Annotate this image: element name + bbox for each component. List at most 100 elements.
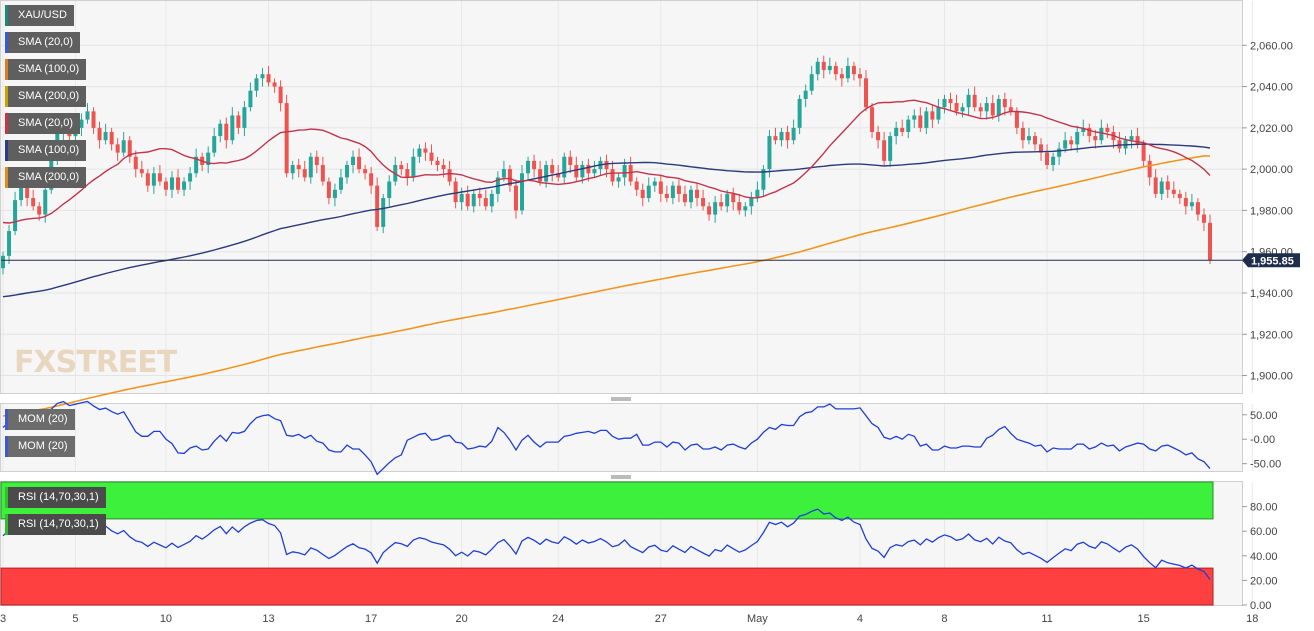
candle-down: [1069, 140, 1074, 145]
candle-down: [1183, 198, 1188, 207]
legend-item[interactable]: MOM (20): [5, 409, 75, 430]
legend-item[interactable]: RSI (14,70,30,1): [5, 514, 106, 535]
candle-down: [586, 165, 591, 174]
candle-down: [1135, 136, 1140, 145]
legend-item[interactable]: SMA (100,0): [5, 140, 87, 161]
candle-down: [37, 206, 42, 215]
candle-down: [302, 169, 307, 178]
legend-item[interactable]: MOM (20): [5, 436, 75, 457]
candle-up: [906, 119, 911, 132]
candle-up: [103, 131, 108, 141]
candle-up: [761, 169, 766, 190]
candle-down: [604, 160, 609, 170]
last-price-box: [1242, 253, 1300, 268]
candle-down: [157, 173, 162, 182]
candle-down: [1117, 140, 1122, 149]
momentum-line: [2, 400, 1211, 476]
legend-item[interactable]: SMA (200,0): [5, 86, 87, 107]
y-axis-labels: 2,060.00 2,040.00 2,020.00 2,000.00 1,980.00…: [1242, 40, 1293, 612]
candle-up: [218, 123, 223, 137]
candle-up: [791, 127, 796, 141]
candlestick-series: [1, 55, 1212, 275]
x-tick-label: 8: [941, 613, 947, 625]
candle-down: [990, 103, 995, 116]
candle-up: [254, 78, 259, 91]
candle-up: [520, 173, 525, 211]
rsi-overbought-zone: [0, 481, 1214, 520]
last-price-label: 1,955.85: [1251, 255, 1294, 267]
legend-item[interactable]: SMA (20,0): [5, 113, 81, 134]
x-tick-label: 5: [72, 613, 78, 625]
candle-up: [417, 148, 422, 157]
candle-down: [954, 103, 959, 112]
x-tick-label: 20: [456, 613, 468, 625]
candle-up: [966, 94, 971, 108]
candle-down: [127, 140, 132, 157]
legend-item[interactable]: SMA (100,0): [5, 59, 87, 80]
candle-down: [851, 65, 856, 75]
candle-down: [640, 189, 645, 199]
legend-item[interactable]: XAU/USD: [5, 5, 74, 26]
candle-up: [526, 160, 531, 174]
candle-up: [984, 103, 989, 112]
candle-up: [85, 111, 90, 120]
candle-up: [809, 74, 814, 91]
candle-up: [924, 111, 929, 128]
candle-down: [1008, 107, 1013, 112]
candle-up: [767, 136, 772, 170]
candle-up: [888, 136, 893, 161]
candle-up: [936, 107, 941, 120]
candle-down: [701, 198, 706, 207]
candle-down: [1020, 127, 1025, 141]
candle-up: [1129, 136, 1134, 141]
candle-down: [1093, 136, 1098, 141]
candle-up: [121, 140, 126, 153]
x-tick-label: 11: [1041, 613, 1052, 625]
candle-down: [363, 169, 368, 174]
rsi-tick-label: 40.00: [1250, 551, 1278, 563]
candle-down: [948, 98, 953, 104]
candle-up: [242, 107, 247, 128]
candle-up: [797, 98, 802, 128]
candle-up: [459, 193, 464, 203]
candle-down: [785, 131, 790, 141]
candle-down: [1147, 160, 1152, 178]
price-tick-label: 1,900.00: [1250, 371, 1293, 383]
legend-item[interactable]: SMA (20,0): [5, 32, 81, 53]
momentum-tick-label: -50.00: [1250, 459, 1281, 471]
sma-200-line: [2, 155, 1211, 417]
x-tick-label: 15: [1137, 613, 1149, 625]
candle-down: [568, 156, 573, 166]
indicator-lines: [2, 400, 1211, 580]
candle-up: [43, 189, 48, 215]
candle-up: [206, 152, 211, 166]
candle-up: [332, 189, 337, 199]
candle-up: [743, 206, 748, 211]
candle-down: [284, 103, 289, 174]
candle-up: [1189, 202, 1194, 207]
candle-up: [290, 165, 295, 174]
candle-down: [25, 185, 30, 199]
price-tick-label: 1,940.00: [1250, 288, 1293, 300]
candle-up: [381, 198, 386, 227]
panel-resize-handle[interactable]: [611, 397, 631, 401]
candle-down: [870, 107, 875, 132]
rsi-tick-label: 80.00: [1250, 502, 1278, 514]
candle-up: [544, 165, 549, 182]
candle-up: [351, 156, 356, 166]
legend-item[interactable]: SMA (200,0): [5, 167, 87, 188]
candle-down: [296, 165, 301, 170]
candle-up: [230, 115, 235, 141]
candle-up: [622, 165, 627, 178]
x-axis-labels: 3 5 10 13 17 20 24 27 May 4 8 11 15 18: [0, 613, 1258, 625]
candle-up: [562, 156, 567, 178]
candle-down: [326, 181, 331, 199]
panel-resize-handle[interactable]: [611, 475, 631, 479]
candle-down: [435, 160, 440, 166]
rsi-bands: [0, 481, 1214, 606]
legend-item[interactable]: RSI (14,70,30,1): [5, 487, 106, 508]
price-tick-label: 2,060.00: [1250, 40, 1293, 52]
candle-down: [477, 193, 482, 199]
sma-20-line: [2, 99, 1211, 224]
